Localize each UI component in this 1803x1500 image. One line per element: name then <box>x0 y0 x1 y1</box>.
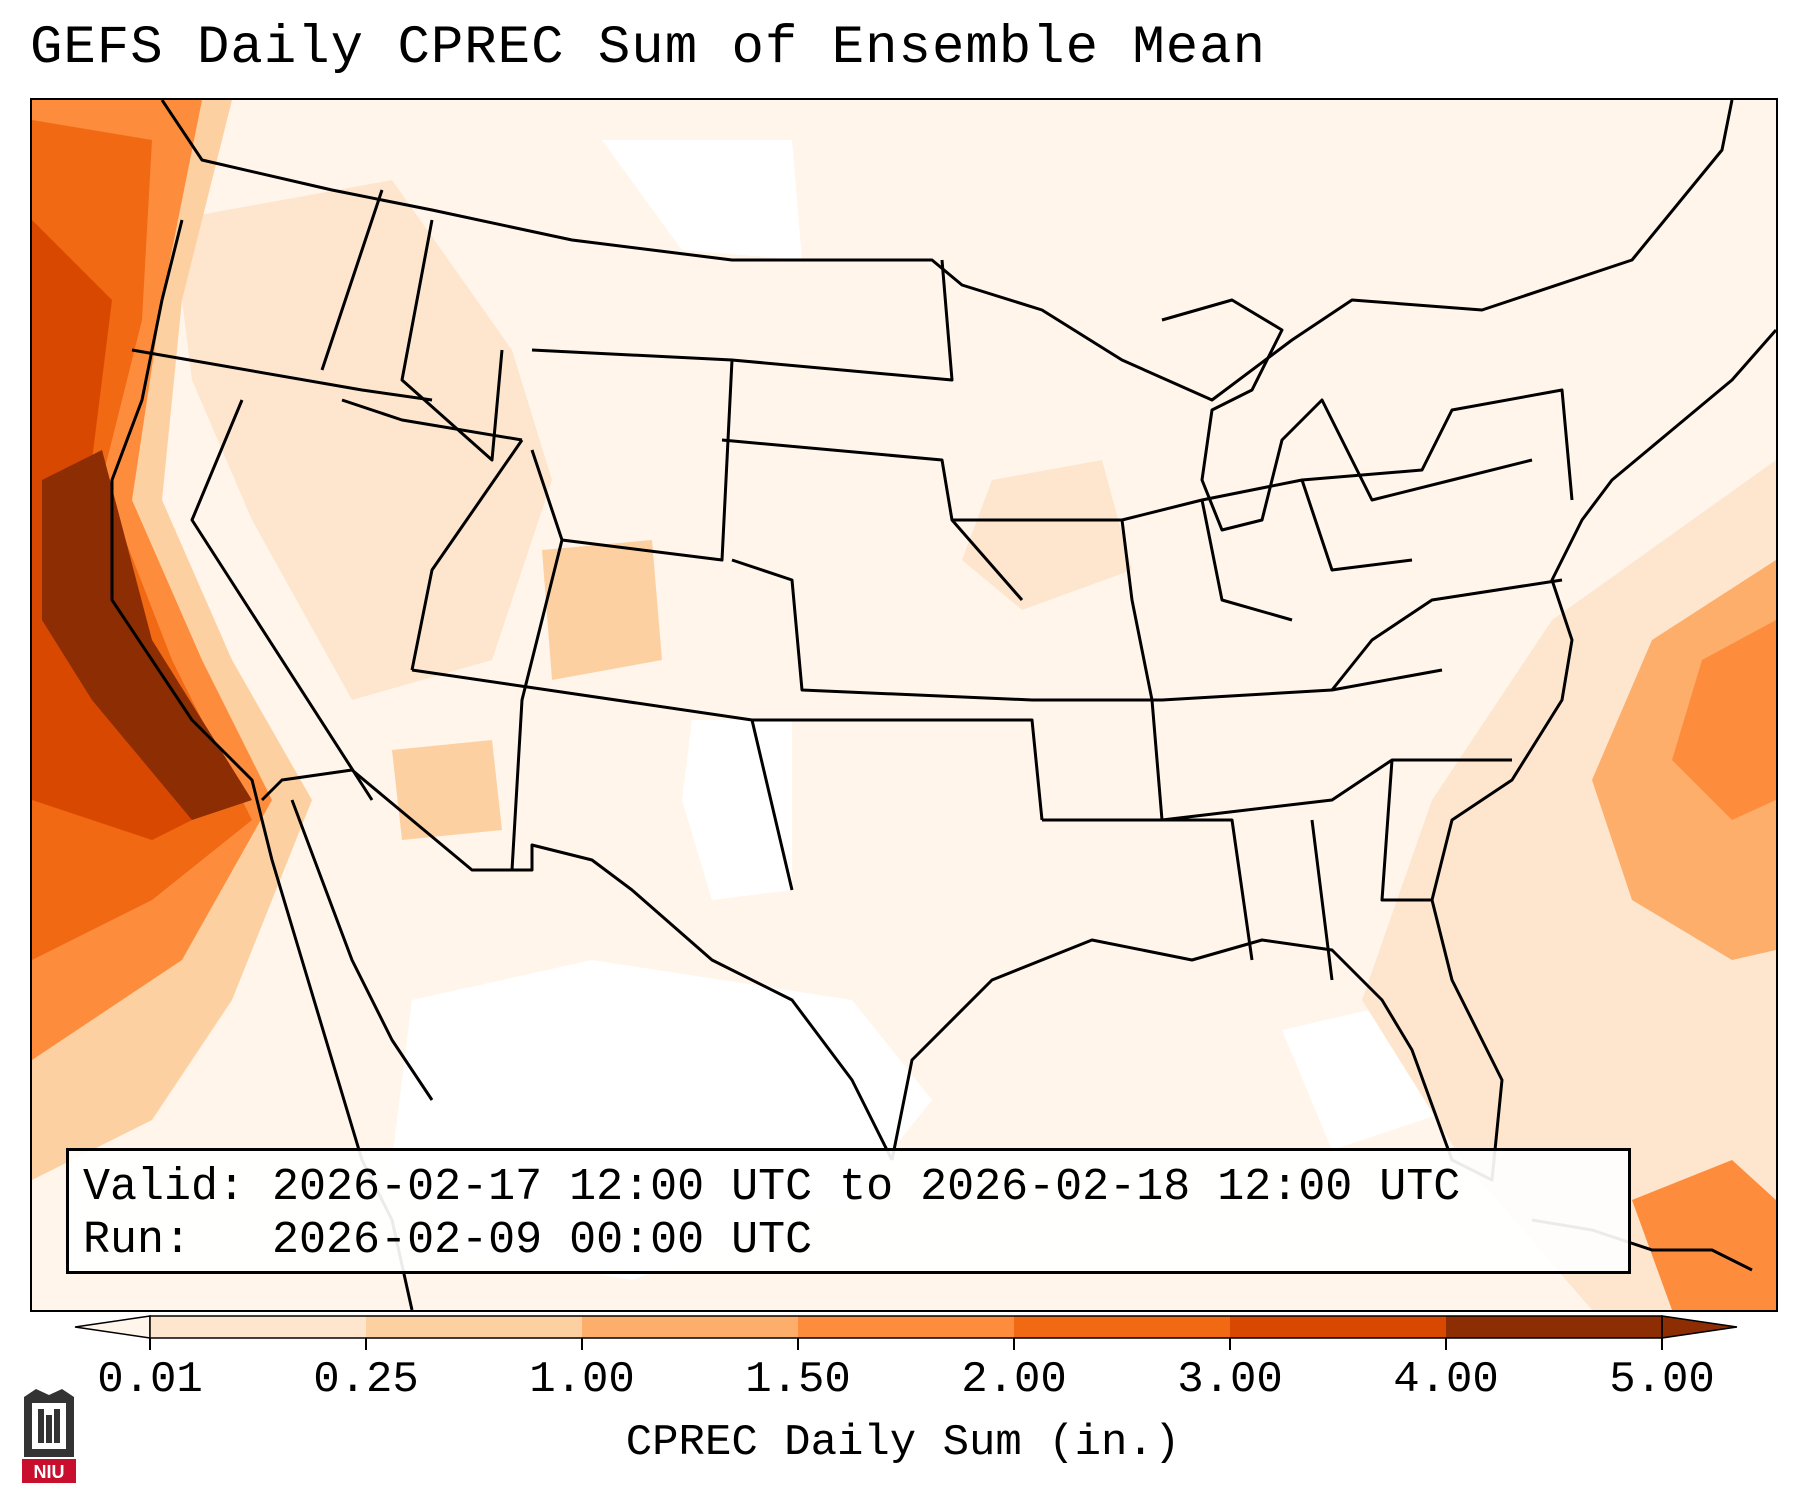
map-panel <box>30 98 1778 1312</box>
colorbar-extend-high <box>1661 1315 1738 1339</box>
east-coast <box>1430 329 1776 901</box>
state-line <box>530 348 734 562</box>
colorbar-tick-label: 0.25 <box>313 1355 419 1405</box>
colorbar-tick-label: 0.01 <box>97 1355 203 1405</box>
precip-zone-interior <box>172 180 552 700</box>
us-mexico-border <box>260 768 894 1161</box>
coastline-baja <box>290 799 434 1101</box>
precip-zone-dry-north <box>602 140 802 260</box>
colorbar-tick-label: 1.50 <box>745 1355 851 1405</box>
state-line <box>320 189 384 371</box>
colorbar-segment <box>150 1316 367 1338</box>
valid-time-text: 2026-02-17 12:00 UTC to 2026-02-18 12:00… <box>272 1162 1461 1213</box>
colorbar-segments <box>74 1315 1738 1339</box>
state-line <box>721 438 1024 601</box>
colorbar-border <box>149 1315 1663 1339</box>
precip-zone-rockies <box>542 540 662 680</box>
run-label: Run: <box>83 1215 192 1266</box>
valid-time-box: Valid: 2026-02-17 12:00 UTC to 2026-02-1… <box>66 1148 1631 1274</box>
state-line <box>1380 759 1432 902</box>
state-line <box>1121 498 1293 622</box>
colorbar <box>74 1315 1738 1350</box>
state-line <box>1042 818 1254 961</box>
precip-zone-midwest <box>962 460 1132 610</box>
precip-map <box>32 100 1776 1310</box>
boundaries <box>110 100 1776 1310</box>
map-title: GEFS Daily CPREC Sum of Ensemble Mean <box>30 18 1266 79</box>
niu-logo-text: NIU <box>34 1462 65 1482</box>
state-line <box>400 219 504 462</box>
precip-zone-arizona <box>392 740 502 840</box>
colorbar-segment <box>1014 1316 1231 1338</box>
colorbar-extend-low <box>74 1315 151 1339</box>
colorbar-tick-label: 2.00 <box>961 1355 1067 1405</box>
colorbar-ticks <box>149 1338 1663 1350</box>
colorbar-tick-label: 5.00 <box>1609 1355 1715 1405</box>
colorbar-segment <box>798 1316 1015 1338</box>
precip-zone-atlantic-max <box>1672 620 1776 820</box>
precip-zone-pacific-core <box>32 220 232 840</box>
run-time-text: 2026-02-09 00:00 UTC <box>272 1215 813 1266</box>
state-line <box>952 518 1164 821</box>
state-line <box>341 398 523 442</box>
colorbar-segment <box>1230 1316 1447 1338</box>
colorbar-segment <box>366 1316 583 1338</box>
colorbar-tick-label: 1.00 <box>529 1355 635 1405</box>
gulf-coast <box>890 899 1504 1182</box>
colorbar-label: CPREC Daily Sum (in.) <box>625 1418 1181 1468</box>
niu-logo: NIU <box>22 1389 76 1483</box>
state-line <box>731 558 1033 702</box>
state-line <box>1330 578 1563 691</box>
colorbar-segment <box>582 1316 799 1338</box>
valid-label: Valid: <box>83 1162 246 1213</box>
state-line <box>510 539 564 871</box>
state-line <box>131 348 433 402</box>
state-line <box>752 718 1044 821</box>
state-line <box>1201 478 1413 572</box>
west-coast <box>110 219 414 1310</box>
us-canada-border <box>160 100 1734 402</box>
state-line <box>1301 388 1574 501</box>
colorbar-tick-label: 3.00 <box>1177 1355 1283 1405</box>
state-line <box>190 399 374 801</box>
state-line <box>410 439 524 671</box>
precip-zone-dry-nm <box>682 720 792 900</box>
state-line <box>1161 758 1512 822</box>
state-line <box>731 259 954 382</box>
colorbar-tick-label: 4.00 <box>1393 1355 1499 1405</box>
great-lakes <box>1161 298 1533 532</box>
precip-zone-caribbean <box>1632 1160 1776 1310</box>
state-line <box>1032 668 1443 702</box>
colorbar-segment <box>1446 1316 1663 1338</box>
state-line <box>1310 819 1334 981</box>
